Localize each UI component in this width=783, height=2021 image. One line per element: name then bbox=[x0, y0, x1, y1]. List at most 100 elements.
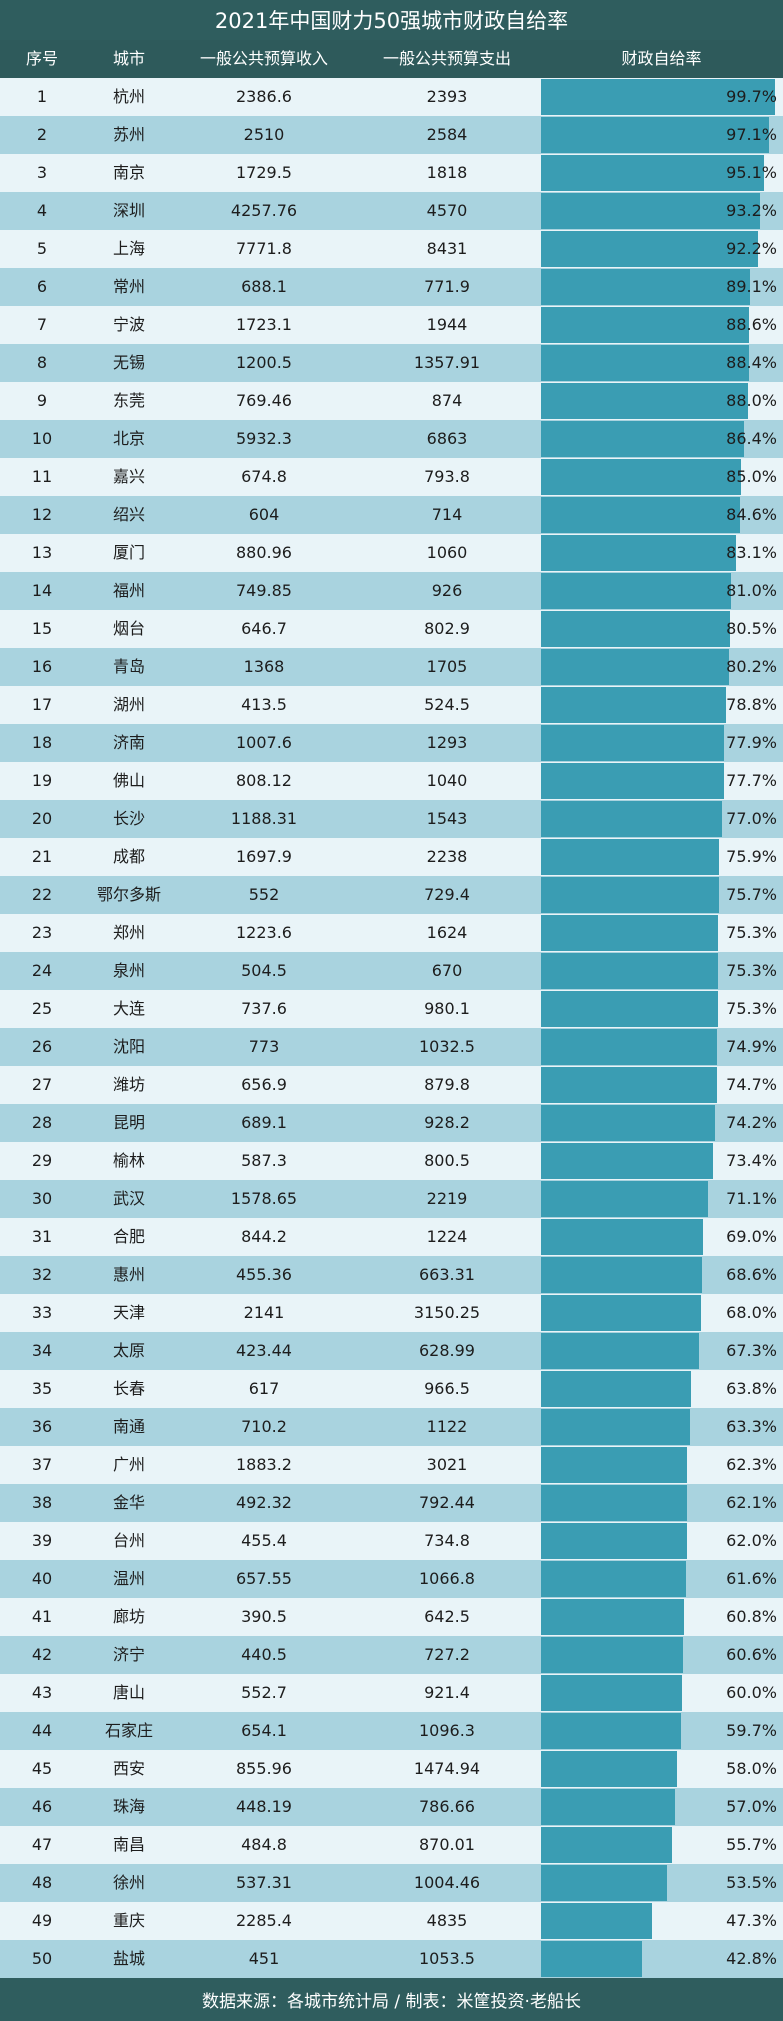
ratio-label: 83.1% bbox=[726, 543, 777, 562]
cell-rank: 32 bbox=[31, 1265, 53, 1284]
cell-revenue: 390.5 bbox=[241, 1607, 287, 1626]
cell-revenue: 484.8 bbox=[241, 1835, 287, 1854]
ratio-label: 75.3% bbox=[726, 923, 777, 942]
table-header: 序号 城市 一般公共预算收入 一般公共预算支出 财政自给率 bbox=[0, 40, 783, 78]
cell-rank: 28 bbox=[31, 1113, 53, 1132]
ratio-label: 75.7% bbox=[726, 885, 777, 904]
cell-revenue: 2285.4 bbox=[236, 1911, 292, 1930]
ratio-label: 73.4% bbox=[726, 1151, 777, 1170]
cell-revenue: 855.96 bbox=[236, 1759, 292, 1778]
table-row: 43 唐山 552.7 921.4 60.0% bbox=[0, 1674, 783, 1712]
cell-revenue: 1188.31 bbox=[230, 809, 298, 828]
header-revenue: 一般公共预算收入 bbox=[199, 49, 328, 68]
cell-revenue: 604 bbox=[248, 505, 280, 524]
cell-city: 唐山 bbox=[112, 1683, 145, 1702]
cell-city: 长春 bbox=[112, 1379, 145, 1398]
table-row: 6 常州 688.1 771.9 89.1% bbox=[0, 268, 783, 306]
ratio-label: 59.7% bbox=[726, 1721, 777, 1740]
cell-rank: 33 bbox=[31, 1303, 53, 1322]
cell-expense: 4570 bbox=[426, 201, 468, 220]
ratio-label: 88.0% bbox=[726, 391, 777, 410]
table-row: 45 西安 855.96 1474.94 58.0% bbox=[0, 1750, 783, 1788]
cell-rank: 29 bbox=[31, 1151, 53, 1170]
cell-city: 东莞 bbox=[112, 391, 145, 410]
ratio-bar bbox=[541, 1941, 642, 1977]
cell-expense: 793.8 bbox=[424, 467, 470, 486]
table-row: 21 成都 1697.9 2238 75.9% bbox=[0, 838, 783, 876]
ratio-label: 62.0% bbox=[726, 1531, 777, 1550]
ratio-label: 84.6% bbox=[726, 505, 777, 524]
cell-rank: 49 bbox=[31, 1911, 53, 1930]
cell-city: 上海 bbox=[112, 239, 145, 258]
table-row: 39 台州 455.4 734.8 62.0% bbox=[0, 1522, 783, 1560]
cell-city: 绍兴 bbox=[112, 505, 145, 524]
table-row: 26 沈阳 773 1032.5 74.9% bbox=[0, 1028, 783, 1066]
ratio-bar bbox=[541, 1751, 677, 1787]
cell-rank: 35 bbox=[31, 1379, 53, 1398]
ratio-label: 42.8% bbox=[726, 1949, 777, 1968]
table-row: 36 南通 710.2 1122 63.3% bbox=[0, 1408, 783, 1446]
table-row: 11 嘉兴 674.8 793.8 85.0% bbox=[0, 458, 783, 496]
ratio-bar bbox=[541, 421, 744, 457]
cell-expense: 800.5 bbox=[424, 1151, 470, 1170]
table-row: 42 济宁 440.5 727.2 60.6% bbox=[0, 1636, 783, 1674]
ratio-label: 61.6% bbox=[726, 1569, 777, 1588]
cell-city: 潍坊 bbox=[112, 1075, 145, 1094]
ratio-label: 74.7% bbox=[726, 1075, 777, 1094]
ratio-bar bbox=[541, 231, 758, 267]
cell-revenue: 440.5 bbox=[241, 1645, 287, 1664]
cell-rank: 19 bbox=[31, 771, 53, 790]
table-row: 48 徐州 537.31 1004.46 53.5% bbox=[0, 1864, 783, 1902]
table-row: 4 深圳 4257.76 4570 93.2% bbox=[0, 192, 783, 230]
ratio-label: 88.6% bbox=[726, 315, 777, 334]
ratio-bar bbox=[541, 1181, 708, 1217]
cell-city: 大连 bbox=[112, 999, 145, 1018]
cell-rank: 17 bbox=[31, 695, 53, 714]
ratio-bar bbox=[541, 1447, 687, 1483]
cell-rank: 46 bbox=[31, 1797, 53, 1816]
ratio-label: 95.1% bbox=[726, 163, 777, 182]
cell-expense: 1066.8 bbox=[419, 1569, 475, 1588]
table-row: 2 苏州 2510 2584 97.1% bbox=[0, 116, 783, 154]
table-row: 44 石家庄 654.1 1096.3 59.7% bbox=[0, 1712, 783, 1750]
cell-expense: 980.1 bbox=[424, 999, 470, 1018]
header-city: 城市 bbox=[112, 49, 145, 68]
cell-expense: 786.66 bbox=[419, 1797, 475, 1816]
ratio-label: 60.8% bbox=[726, 1607, 777, 1626]
cell-expense: 1032.5 bbox=[419, 1037, 475, 1056]
ratio-label: 53.5% bbox=[726, 1873, 777, 1892]
ratio-label: 71.1% bbox=[726, 1189, 777, 1208]
ratio-label: 89.1% bbox=[726, 277, 777, 296]
ratio-label: 60.0% bbox=[726, 1683, 777, 1702]
cell-revenue: 773 bbox=[248, 1037, 280, 1056]
ratio-bar bbox=[541, 1827, 672, 1863]
table-row: 23 郑州 1223.6 1624 75.3% bbox=[0, 914, 783, 952]
ratio-bar bbox=[541, 1789, 675, 1825]
cell-expense: 1293 bbox=[426, 733, 468, 752]
ratio-bar bbox=[541, 1713, 681, 1749]
cell-expense: 642.5 bbox=[424, 1607, 470, 1626]
cell-rank: 16 bbox=[31, 657, 53, 676]
cell-rank: 12 bbox=[31, 505, 53, 524]
cell-expense: 926 bbox=[431, 581, 463, 600]
ratio-label: 86.4% bbox=[726, 429, 777, 448]
cell-expense: 1122 bbox=[426, 1417, 468, 1436]
ratio-bar bbox=[541, 497, 740, 533]
cell-revenue: 710.2 bbox=[241, 1417, 287, 1436]
cell-city: 济南 bbox=[112, 733, 145, 752]
ratio-bar bbox=[541, 345, 749, 381]
cell-revenue: 880.96 bbox=[236, 543, 292, 562]
cell-city: 武汉 bbox=[112, 1189, 145, 1208]
ratio-label: 74.2% bbox=[726, 1113, 777, 1132]
cell-revenue: 455.4 bbox=[241, 1531, 287, 1550]
cell-revenue: 808.12 bbox=[236, 771, 292, 790]
ratio-bar bbox=[541, 1523, 687, 1559]
cell-expense: 921.4 bbox=[424, 1683, 470, 1702]
table-row: 7 宁波 1723.1 1944 88.6% bbox=[0, 306, 783, 344]
cell-expense: 870.01 bbox=[419, 1835, 475, 1854]
cell-expense: 1040 bbox=[426, 771, 468, 790]
ratio-label: 63.8% bbox=[726, 1379, 777, 1398]
cell-revenue: 1223.6 bbox=[236, 923, 292, 942]
cell-rank: 9 bbox=[36, 391, 48, 410]
table-row: 13 厦门 880.96 1060 83.1% bbox=[0, 534, 783, 572]
